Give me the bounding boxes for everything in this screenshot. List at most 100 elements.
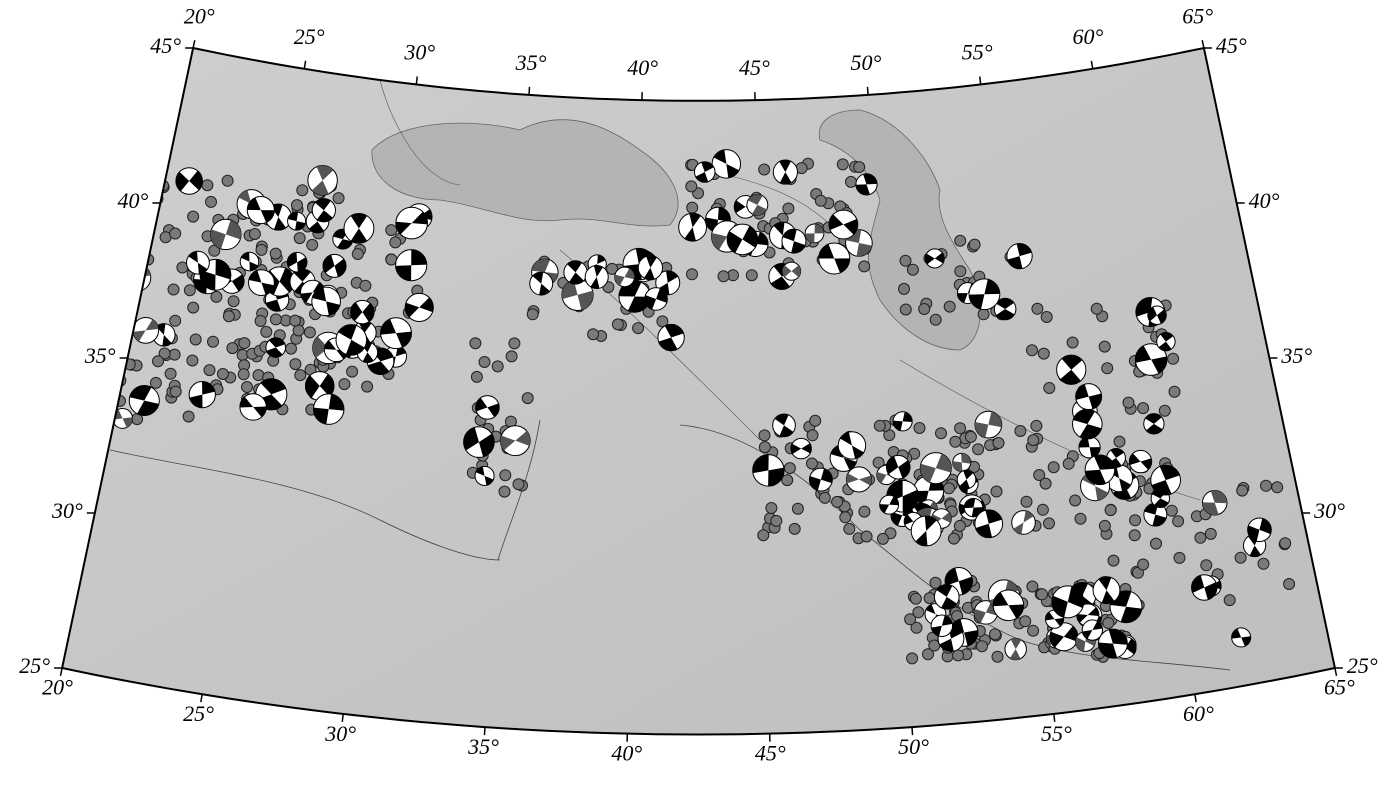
epicenter — [293, 325, 304, 336]
epicenter — [1151, 538, 1162, 549]
epicenter — [227, 343, 238, 354]
focal-mechanism — [396, 207, 428, 239]
right-latitude-label: 35° — [1280, 343, 1312, 368]
epicenter — [993, 438, 1004, 449]
left-latitude-label: 35° — [84, 343, 116, 368]
epicenter — [261, 326, 272, 337]
epicenter — [1099, 520, 1110, 531]
epicenter — [1044, 383, 1055, 394]
epicenter — [759, 164, 770, 175]
focal-mechanism — [931, 615, 952, 636]
epicenter — [165, 368, 176, 379]
epicenter — [990, 629, 1001, 640]
epicenter — [758, 530, 769, 541]
tick — [529, 87, 530, 95]
focal-mechanism — [712, 150, 740, 178]
epicenter — [930, 314, 941, 325]
tick — [193, 40, 195, 48]
epicenter — [1020, 616, 1031, 627]
epicenter — [924, 593, 935, 604]
epicenter — [955, 266, 966, 277]
epicenter — [1169, 386, 1180, 397]
epicenter — [844, 523, 855, 534]
epicenter — [633, 323, 644, 334]
tick — [867, 87, 868, 95]
epicenter — [1041, 312, 1052, 323]
focal-mechanism — [323, 254, 346, 277]
bottom-longitude-label: 40° — [611, 741, 642, 766]
tick — [1091, 61, 1092, 69]
bottom-longitude-label: 20° — [42, 675, 73, 700]
epicenter — [789, 523, 800, 534]
top-longitude-label: 55° — [962, 40, 993, 65]
epicenter — [183, 411, 194, 422]
epicenter — [936, 428, 947, 439]
epicenter — [1103, 618, 1114, 629]
focal-mechanism — [351, 300, 374, 323]
epicenter — [223, 311, 234, 322]
tick — [304, 61, 305, 69]
epicenter — [115, 323, 126, 334]
focal-mechanism — [500, 426, 530, 456]
epicenter — [919, 304, 930, 315]
focal-mechanism — [747, 194, 768, 215]
epicenter — [522, 393, 533, 404]
left-latitude-label: 45° — [150, 33, 181, 58]
epicenter — [222, 175, 233, 186]
focal-mechanism — [288, 212, 306, 230]
focal-mechanism — [530, 272, 553, 295]
epicenter — [1032, 303, 1043, 314]
epicenter — [217, 369, 228, 380]
epicenter — [294, 233, 305, 244]
focal-mechanism — [645, 288, 668, 311]
epicenter — [686, 181, 697, 192]
epicenter — [955, 235, 966, 246]
epicenter — [506, 351, 517, 362]
epicenter — [1284, 579, 1295, 590]
epicenter — [900, 255, 911, 266]
focal-mechanism — [1202, 490, 1227, 515]
epicenter — [1235, 552, 1246, 563]
epicenter — [1070, 495, 1081, 506]
epicenter — [292, 200, 303, 211]
epicenter — [390, 237, 401, 248]
focal-mechanism — [308, 166, 338, 196]
focal-mechanism — [809, 468, 832, 491]
epicenter — [1044, 518, 1055, 529]
focal-mechanism — [615, 267, 635, 287]
epicenter — [991, 486, 1002, 497]
epicenter — [783, 203, 794, 214]
focal-mechanism — [312, 287, 341, 316]
focal-mechanism — [753, 455, 784, 486]
epicenter — [339, 379, 350, 390]
epicenter — [492, 361, 503, 372]
focal-mechanism — [585, 265, 608, 288]
epicenter — [513, 479, 524, 490]
top-longitude-label: 35° — [515, 50, 547, 75]
epicenter — [290, 359, 301, 370]
beachball-outline — [107, 224, 138, 255]
epicenter — [948, 533, 959, 544]
epicenter — [1102, 363, 1113, 374]
tick — [342, 714, 343, 722]
epicenter — [837, 159, 848, 170]
bottom-longitude-label: 35° — [467, 734, 499, 759]
epicenter — [150, 377, 161, 388]
focal-mechanism — [658, 324, 684, 350]
focal-mechanism — [1192, 575, 1217, 600]
epicenter — [954, 520, 965, 531]
focal-mechanism — [819, 243, 850, 274]
focal-mechanism — [405, 293, 433, 321]
epicenter — [255, 316, 266, 327]
focal-mechanism — [247, 197, 274, 224]
epicenter — [973, 444, 984, 455]
epicenter — [907, 653, 918, 664]
focal-mechanism — [694, 162, 714, 182]
focal-mechanism — [107, 224, 138, 255]
epicenter — [910, 593, 921, 604]
tick — [416, 77, 417, 85]
epicenter — [190, 334, 201, 345]
epicenter — [286, 343, 297, 354]
epicenter — [1037, 504, 1048, 515]
epicenter — [1031, 420, 1042, 431]
